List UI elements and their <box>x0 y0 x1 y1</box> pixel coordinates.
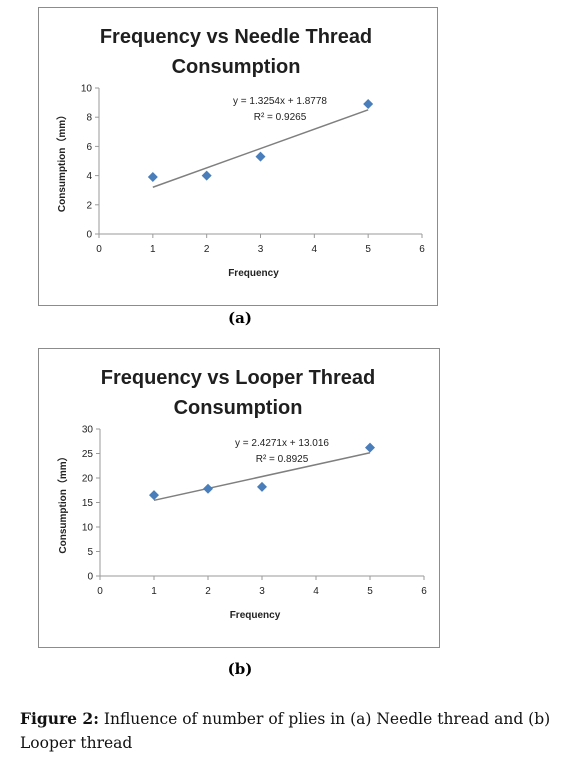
looper-x-tick-label: 4 <box>313 586 319 597</box>
looper-data-point <box>365 442 375 453</box>
subfigure-label-a: (a) <box>228 309 252 327</box>
looper-y-tick-label: 30 <box>82 425 94 436</box>
looper-y-tick-label: 5 <box>87 547 93 558</box>
looper-y-tick-label: 10 <box>82 523 94 534</box>
needle-data-point <box>363 99 374 110</box>
needle-x-tick-label: 6 <box>419 244 425 255</box>
needle-x-axis-label: Frequency <box>228 268 279 279</box>
needle-equation: y = 1.3254x + 1.8778 <box>233 96 327 107</box>
needle-y-tick-label: 2 <box>86 200 92 211</box>
looper-r-squared: R² = 0.8925 <box>256 454 309 465</box>
figure-caption: Figure 2: Influence of number of plies i… <box>20 707 580 755</box>
looper-y-tick-label: 25 <box>82 449 94 460</box>
looper-y-axis-label: Consumption（mm） <box>56 451 69 553</box>
needle-x-tick-label: 4 <box>312 244 318 255</box>
looper-title-line-0: Frequency vs Looper Thread <box>101 367 376 389</box>
chart-looper-thread: Frequency vs Looper Thread Consumption 0 5 1… <box>38 348 440 648</box>
needle-title-line-0: Frequency vs Needle Thread <box>100 26 372 48</box>
needle-x-tick-label: 5 <box>365 244 371 255</box>
subfigure-label-b: (b) <box>227 660 253 678</box>
needle-x-tick-label: 1 <box>150 244 156 255</box>
caption-text: Influence of number of plies in (a) Need… <box>20 710 551 752</box>
needle-data-point <box>147 172 158 183</box>
chart-looper-thread-svg: Frequency vs Looper Thread Consumption 0 5 1… <box>56 367 427 621</box>
looper-title-line-1: Consumption <box>174 397 303 419</box>
needle-y-tick-label: 10 <box>81 84 93 95</box>
needle-x-tick-label: 2 <box>204 244 210 255</box>
needle-x-tick-label: 3 <box>258 244 264 255</box>
needle-data-point <box>255 151 266 162</box>
looper-trendline <box>153 452 371 502</box>
looper-x-tick-label: 3 <box>259 586 265 597</box>
looper-x-tick-label: 0 <box>97 586 103 597</box>
looper-y-tick-label: 20 <box>82 474 94 485</box>
chart-needle-thread-svg: Frequency vs Needle Thread Consumption 0 2 4… <box>55 26 425 279</box>
needle-data-point <box>201 170 212 181</box>
chart-needle-thread: Frequency vs Needle Thread Consumption 0 2 4… <box>38 7 438 306</box>
looper-data-point <box>149 490 159 501</box>
needle-trendline <box>152 109 369 188</box>
needle-y-axis-label: Consumption（mm） <box>55 110 68 212</box>
needle-x-tick-label: 0 <box>96 244 102 255</box>
looper-data-point <box>203 483 213 494</box>
needle-y-tick-label: 4 <box>86 171 92 182</box>
caption-label: Figure 2: <box>20 709 99 728</box>
needle-y-tick-label: 6 <box>86 142 92 153</box>
looper-y-tick-label: 0 <box>87 572 93 583</box>
looper-equation: y = 2.4271x + 13.016 <box>235 438 329 449</box>
looper-x-tick-label: 6 <box>421 586 427 597</box>
looper-y-tick-label: 15 <box>82 498 94 509</box>
looper-x-axis-label: Frequency <box>230 610 281 621</box>
looper-x-tick-label: 2 <box>205 586 211 597</box>
needle-y-tick-label: 0 <box>86 230 92 241</box>
needle-r-squared: R² = 0.9265 <box>254 112 307 123</box>
needle-title-line-1: Consumption <box>172 56 301 78</box>
looper-x-tick-label: 5 <box>367 586 373 597</box>
looper-x-tick-label: 1 <box>151 586 157 597</box>
looper-data-point <box>257 481 267 492</box>
needle-y-tick-label: 8 <box>86 113 92 124</box>
